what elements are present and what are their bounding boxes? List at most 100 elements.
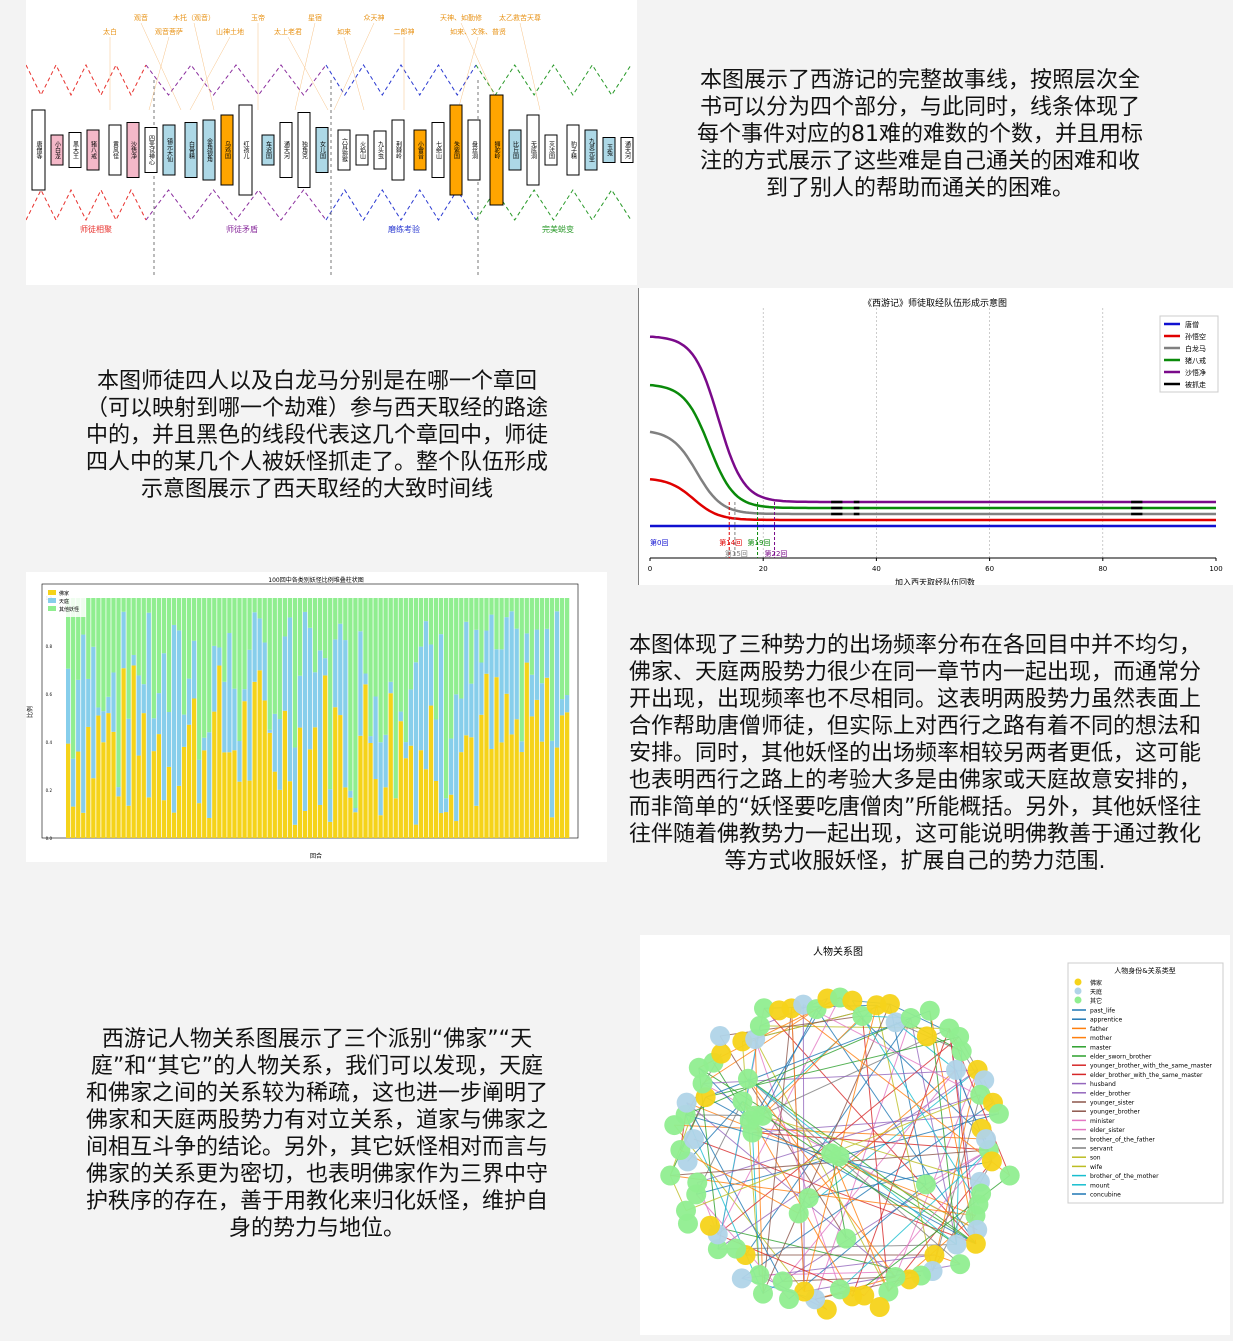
relation-edge: [762, 1115, 981, 1183]
event-box: [238, 104, 253, 196]
event-box: [126, 122, 140, 178]
relation-edge: [687, 1101, 743, 1162]
bar-segment: [504, 693, 509, 838]
event-box: [108, 124, 122, 176]
bar-segment: [358, 598, 363, 632]
character-node: [981, 1151, 1002, 1172]
legend-label: brother_of_the_mother: [1090, 1173, 1159, 1180]
bar-segment: [459, 698, 464, 753]
relation-edge: [717, 1244, 957, 1250]
bar-segment: [222, 681, 227, 753]
event-box: [184, 122, 198, 178]
bar-segment: [76, 751, 81, 838]
bar-segment: [312, 672, 318, 728]
event-box-label: 通天河: [283, 140, 290, 159]
event-box-label: 朱紫国: [453, 140, 460, 160]
bar-segment: [222, 598, 227, 682]
bar-segment: [151, 718, 156, 752]
bar-segment: [106, 598, 111, 697]
event-box-label: 唐僧等: [35, 140, 42, 159]
bar-segment: [433, 780, 439, 838]
character-node: [660, 1165, 681, 1186]
bar-segment: [454, 598, 459, 695]
zigzag-bottom-1: [145, 189, 327, 221]
relation-edge: [830, 1153, 847, 1239]
character-node: [836, 1228, 857, 1249]
bar-segment: [111, 598, 116, 673]
event-box: [50, 134, 64, 166]
event-box-label: 女儿国: [319, 140, 326, 160]
bar-segment: [232, 598, 237, 689]
section-label: 完美蜕变: [542, 224, 574, 234]
relation-edge: [717, 997, 841, 1235]
character-node: [945, 1059, 966, 1080]
relations-description: 西游记人物关系图展示了三个派别“佛家”“天庭”和“其它”的人物关系，我们可以发现…: [85, 1027, 548, 1241]
bar-segment: [484, 630, 489, 674]
section-label: 师徒相聚: [80, 224, 112, 234]
character-node: [885, 1012, 906, 1033]
bar-segment: [489, 614, 494, 749]
bar-segment: [469, 598, 474, 684]
event-box: [526, 114, 540, 186]
bar-segment: [232, 750, 237, 838]
bar-segment: [363, 684, 368, 838]
bar-segment: [176, 785, 182, 838]
bar-segment: [539, 598, 545, 684]
x-tick-label: 60: [985, 565, 994, 573]
bar-segment: [534, 699, 540, 838]
bar-segment: [186, 724, 192, 838]
event-box: [355, 134, 369, 166]
bar-segment: [323, 675, 328, 838]
x-tick-label: 20: [759, 565, 768, 573]
bar-segment: [464, 621, 469, 736]
bar-segment: [489, 598, 494, 615]
bar-segment: [101, 742, 106, 838]
bar-segment: [504, 617, 509, 694]
relation-edge: [802, 1004, 805, 1292]
legend-label: master: [1090, 1044, 1112, 1051]
bar-segment: [393, 798, 398, 838]
character-node: [830, 1279, 850, 1300]
bar-segment: [413, 824, 419, 838]
bar-segment: [116, 787, 121, 797]
character-node: [915, 1174, 936, 1195]
event-box: [297, 112, 311, 188]
top-label-pointer: [519, 22, 541, 111]
event-box: [508, 129, 522, 171]
bar-segment: [272, 771, 277, 838]
legend-label: 被抓走: [1185, 380, 1206, 389]
bar-segment: [514, 628, 519, 720]
bar-segment: [166, 598, 172, 712]
event-box: [566, 124, 580, 176]
relation-edge: [717, 1036, 960, 1235]
relation-edge: [803, 1004, 994, 1104]
event-box-label: 沙悟净: [130, 141, 137, 160]
legend-node-swatch: [1074, 996, 1082, 1004]
faction-stacked-bar-chart: 100回中各类别妖怪比例堆叠柱状图比例回合0.00.20.40.60.81.0佛…: [26, 576, 579, 860]
bar-segment: [539, 683, 545, 742]
relation-edge: [762, 1015, 863, 1117]
character-node: [976, 1129, 997, 1150]
bar-segment: [559, 699, 565, 716]
join-annotation: 第0回: [650, 538, 668, 547]
event-box: [413, 129, 427, 171]
bar-segment: [494, 677, 499, 838]
bar-segment: [449, 794, 454, 838]
bar-segment: [297, 727, 303, 838]
bar-segment: [307, 598, 313, 628]
bar-segment: [277, 719, 282, 790]
bar-segment: [509, 598, 514, 612]
bar-segment: [91, 646, 96, 779]
event-box-label: 荆棘岭: [395, 140, 402, 160]
bar-segment: [358, 631, 363, 736]
x-tick-label: 80: [1098, 565, 1107, 573]
bar-segment: [202, 737, 207, 751]
event-box: [202, 119, 216, 181]
bar-segment: [161, 653, 167, 801]
legend-label: 唐僧: [1185, 320, 1199, 329]
relation-edge: [925, 1149, 990, 1185]
bar-segment: [232, 688, 237, 751]
zigzag-bottom-3: [475, 189, 632, 221]
event-box: [602, 137, 616, 163]
bar-segment: [181, 746, 187, 838]
